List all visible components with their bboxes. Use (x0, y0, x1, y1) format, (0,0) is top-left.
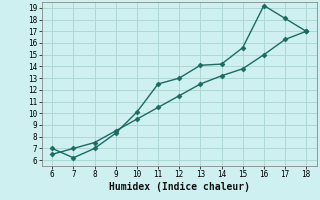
X-axis label: Humidex (Indice chaleur): Humidex (Indice chaleur) (109, 182, 250, 192)
